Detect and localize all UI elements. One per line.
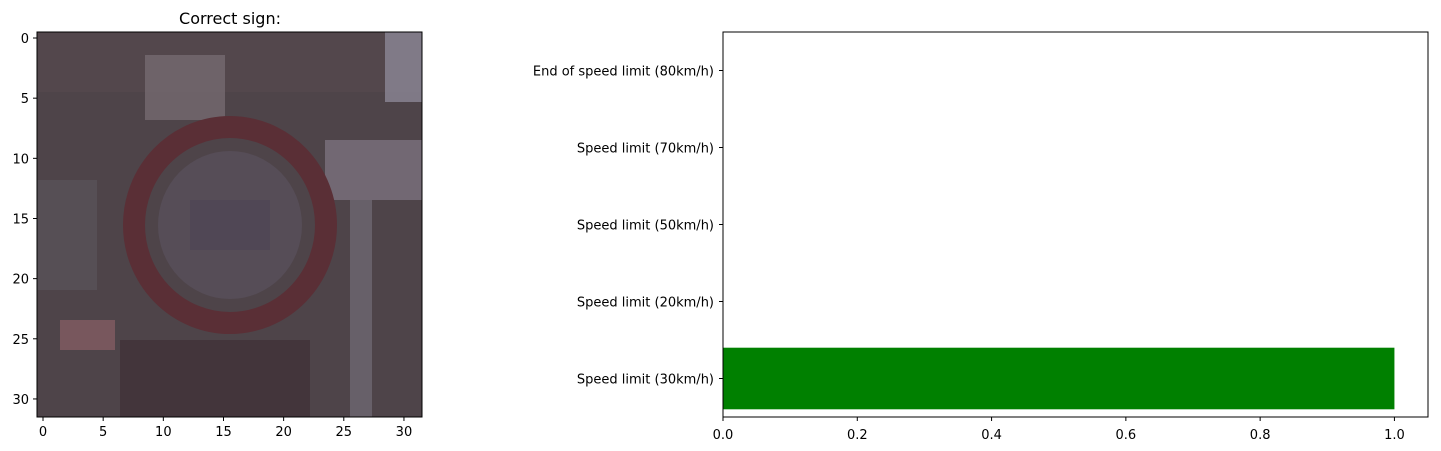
image-y-tick-label: 10 bbox=[12, 152, 29, 167]
image-y-tick-label: 0 bbox=[21, 32, 29, 47]
image-x-ticks: 0 5 10 15 20 25 30 bbox=[39, 417, 412, 440]
value-tick-label: 1.0 bbox=[1384, 428, 1405, 443]
image-x-tick-label: 10 bbox=[155, 425, 172, 440]
image-title: Correct sign: bbox=[179, 9, 281, 28]
image-x-tick-label: 20 bbox=[275, 425, 292, 440]
image-x-tick-label: 30 bbox=[396, 425, 413, 440]
image-y-tick-label: 25 bbox=[12, 333, 29, 348]
category-label: End of speed limit (80km/h) bbox=[533, 65, 714, 80]
value-tick-label: 0.4 bbox=[981, 428, 1002, 443]
value-tick-label: 0.8 bbox=[1250, 428, 1271, 443]
value-tick-label: 0.0 bbox=[713, 428, 734, 443]
bar bbox=[723, 347, 1395, 410]
category-label: Speed limit (20km/h) bbox=[577, 296, 714, 311]
category-label: Speed limit (50km/h) bbox=[577, 219, 714, 234]
image-y-tick-label: 15 bbox=[12, 212, 29, 227]
category-label: Speed limit (70km/h) bbox=[577, 142, 714, 157]
value-tick-label: 0.2 bbox=[847, 428, 868, 443]
image-x-tick-label: 25 bbox=[336, 425, 353, 440]
sign-image bbox=[36, 31, 423, 418]
bar-series bbox=[723, 347, 1395, 410]
image-x-tick-label: 5 bbox=[99, 425, 107, 440]
image-x-tick-label: 15 bbox=[215, 425, 232, 440]
bar-value-ticks: 0.0 0.2 0.4 0.6 0.8 1.0 bbox=[713, 417, 1405, 443]
image-y-tick-label: 30 bbox=[12, 393, 29, 408]
bar-category-ticks: Speed limit (30km/h) Speed limit (20km/h)… bbox=[533, 65, 723, 388]
image-y-tick-label: 20 bbox=[12, 273, 29, 288]
image-y-tick-label: 5 bbox=[21, 92, 29, 107]
image-x-tick-label: 0 bbox=[39, 425, 47, 440]
category-label: Speed limit (30km/h) bbox=[577, 373, 714, 388]
image-y-ticks: 0 5 10 15 20 25 30 bbox=[12, 32, 37, 408]
value-tick-label: 0.6 bbox=[1116, 428, 1137, 443]
